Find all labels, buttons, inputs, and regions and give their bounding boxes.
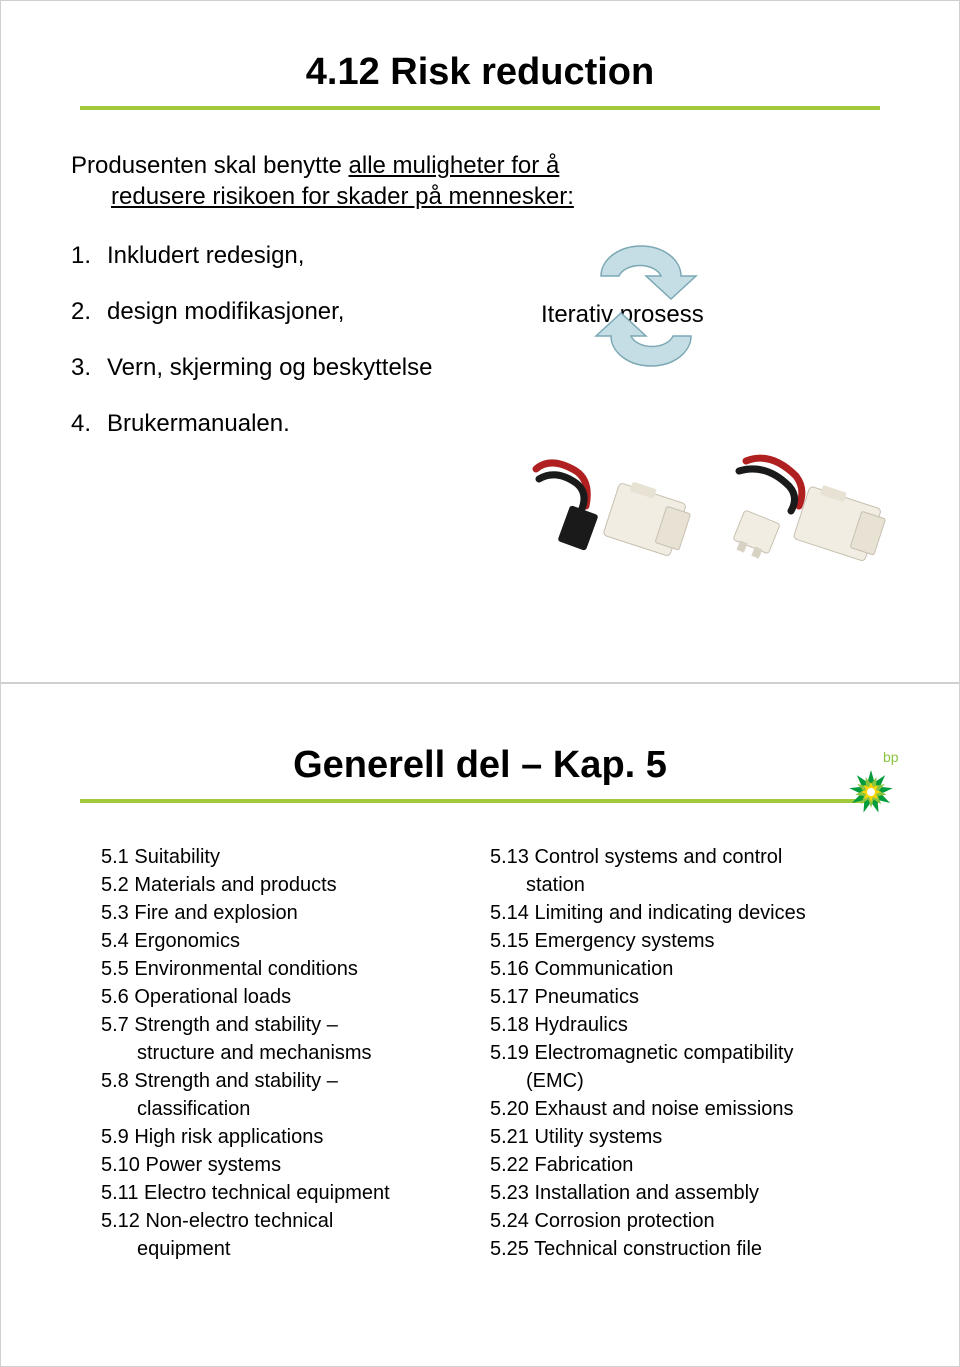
toc-line: 5.8 Strength and stability – xyxy=(101,1067,470,1095)
toc-line: 5.24 Corrosion protection xyxy=(490,1207,859,1235)
toc-line: 5.9 High risk applications xyxy=(101,1123,470,1151)
slide1-title: 4.12 Risk reduction xyxy=(306,51,654,94)
toc-line: station xyxy=(490,871,859,899)
item-num: 3. xyxy=(71,354,107,382)
bp-text: bp xyxy=(883,750,899,765)
toc-line: 5.20 Exhaust and noise emissions xyxy=(490,1095,859,1123)
toc-line: 5.19 Electromagnetic compatibility xyxy=(490,1039,859,1067)
toc-line: (EMC) xyxy=(490,1067,859,1095)
item-text: Vern, skjerming og beskyttelse xyxy=(107,354,433,381)
column-left: 5.1 Suitability5.2 Materials and product… xyxy=(101,843,470,1263)
item-text: design modifikasjoner, xyxy=(107,298,344,325)
item-num: 2. xyxy=(71,298,107,326)
toc-line: 5.25 Technical construction file xyxy=(490,1235,859,1263)
title-wrap: 4.12 Risk reduction xyxy=(71,51,889,106)
toc-line: 5.21 Utility systems xyxy=(490,1123,859,1151)
title-rule xyxy=(80,799,880,803)
slide2-title: Generell del – Kap. 5 xyxy=(293,744,667,787)
list-item: 1.Inkludert redesign, xyxy=(71,242,889,270)
toc-line: 5.1 Suitability xyxy=(101,843,470,871)
item-text: Inkludert redesign, xyxy=(107,242,304,269)
item-num: 4. xyxy=(71,410,107,438)
slide-risk-reduction: 4.12 Risk reduction Produsenten skal ben… xyxy=(0,0,960,683)
columns: 5.1 Suitability5.2 Materials and product… xyxy=(71,843,889,1263)
item-text: Brukermanualen. xyxy=(107,410,290,437)
toc-line: 5.23 Installation and assembly xyxy=(490,1179,859,1207)
intro-underline-2: redusere risikoen for skader på menneske… xyxy=(71,181,889,212)
bp-logo-icon: bp xyxy=(843,750,899,820)
intro-text: Produsenten skal benytte alle muligheter… xyxy=(71,150,889,212)
toc-line: 5.15 Emergency systems xyxy=(490,927,859,955)
item-num: 1. xyxy=(71,242,107,270)
toc-line: 5.10 Power systems xyxy=(101,1151,470,1179)
list-item: 2.design modifikasjoner, xyxy=(71,298,889,326)
toc-line: 5.5 Environmental conditions xyxy=(101,955,470,983)
toc-line: 5.14 Limiting and indicating devices xyxy=(490,899,859,927)
toc-line: 5.2 Materials and products xyxy=(101,871,470,899)
title-rule xyxy=(80,106,880,110)
toc-line: 5.17 Pneumatics xyxy=(490,983,859,1011)
toc-line: 5.13 Control systems and control xyxy=(490,843,859,871)
toc-line: 5.16 Communication xyxy=(490,955,859,983)
toc-line: structure and mechanisms xyxy=(101,1039,470,1067)
toc-line: 5.6 Operational loads xyxy=(101,983,470,1011)
numbered-list: 1.Inkludert redesign, 2.design modifikas… xyxy=(71,242,889,438)
list-item: 3.Vern, skjerming og beskyttelse xyxy=(71,354,889,382)
toc-line: classification xyxy=(101,1095,470,1123)
column-right: 5.13 Control systems and controlstation5… xyxy=(490,843,859,1263)
title-wrap: Generell del – Kap. 5 xyxy=(71,744,889,799)
toc-line: 5.3 Fire and explosion xyxy=(101,899,470,927)
cycle-arrows-icon xyxy=(571,241,721,371)
toc-line: 5.4 Ergonomics xyxy=(101,927,470,955)
intro-pre: Produsenten skal benytte xyxy=(71,152,349,179)
toc-line: 5.7 Strength and stability – xyxy=(101,1011,470,1039)
toc-line: 5.22 Fabrication xyxy=(490,1151,859,1179)
list-item: 4.Brukermanualen. xyxy=(71,410,889,438)
toc-line: equipment xyxy=(101,1235,470,1263)
connectors-image xyxy=(521,451,891,601)
toc-line: 5.11 Electro technical equipment xyxy=(101,1179,470,1207)
intro-underline-1: alle muligheter for å xyxy=(349,152,560,179)
slide-generell-del: bp Generell del – Kap. 5 5.1 Suitability… xyxy=(0,683,960,1367)
toc-line: 5.18 Hydraulics xyxy=(490,1011,859,1039)
toc-line: 5.12 Non-electro technical xyxy=(101,1207,470,1235)
